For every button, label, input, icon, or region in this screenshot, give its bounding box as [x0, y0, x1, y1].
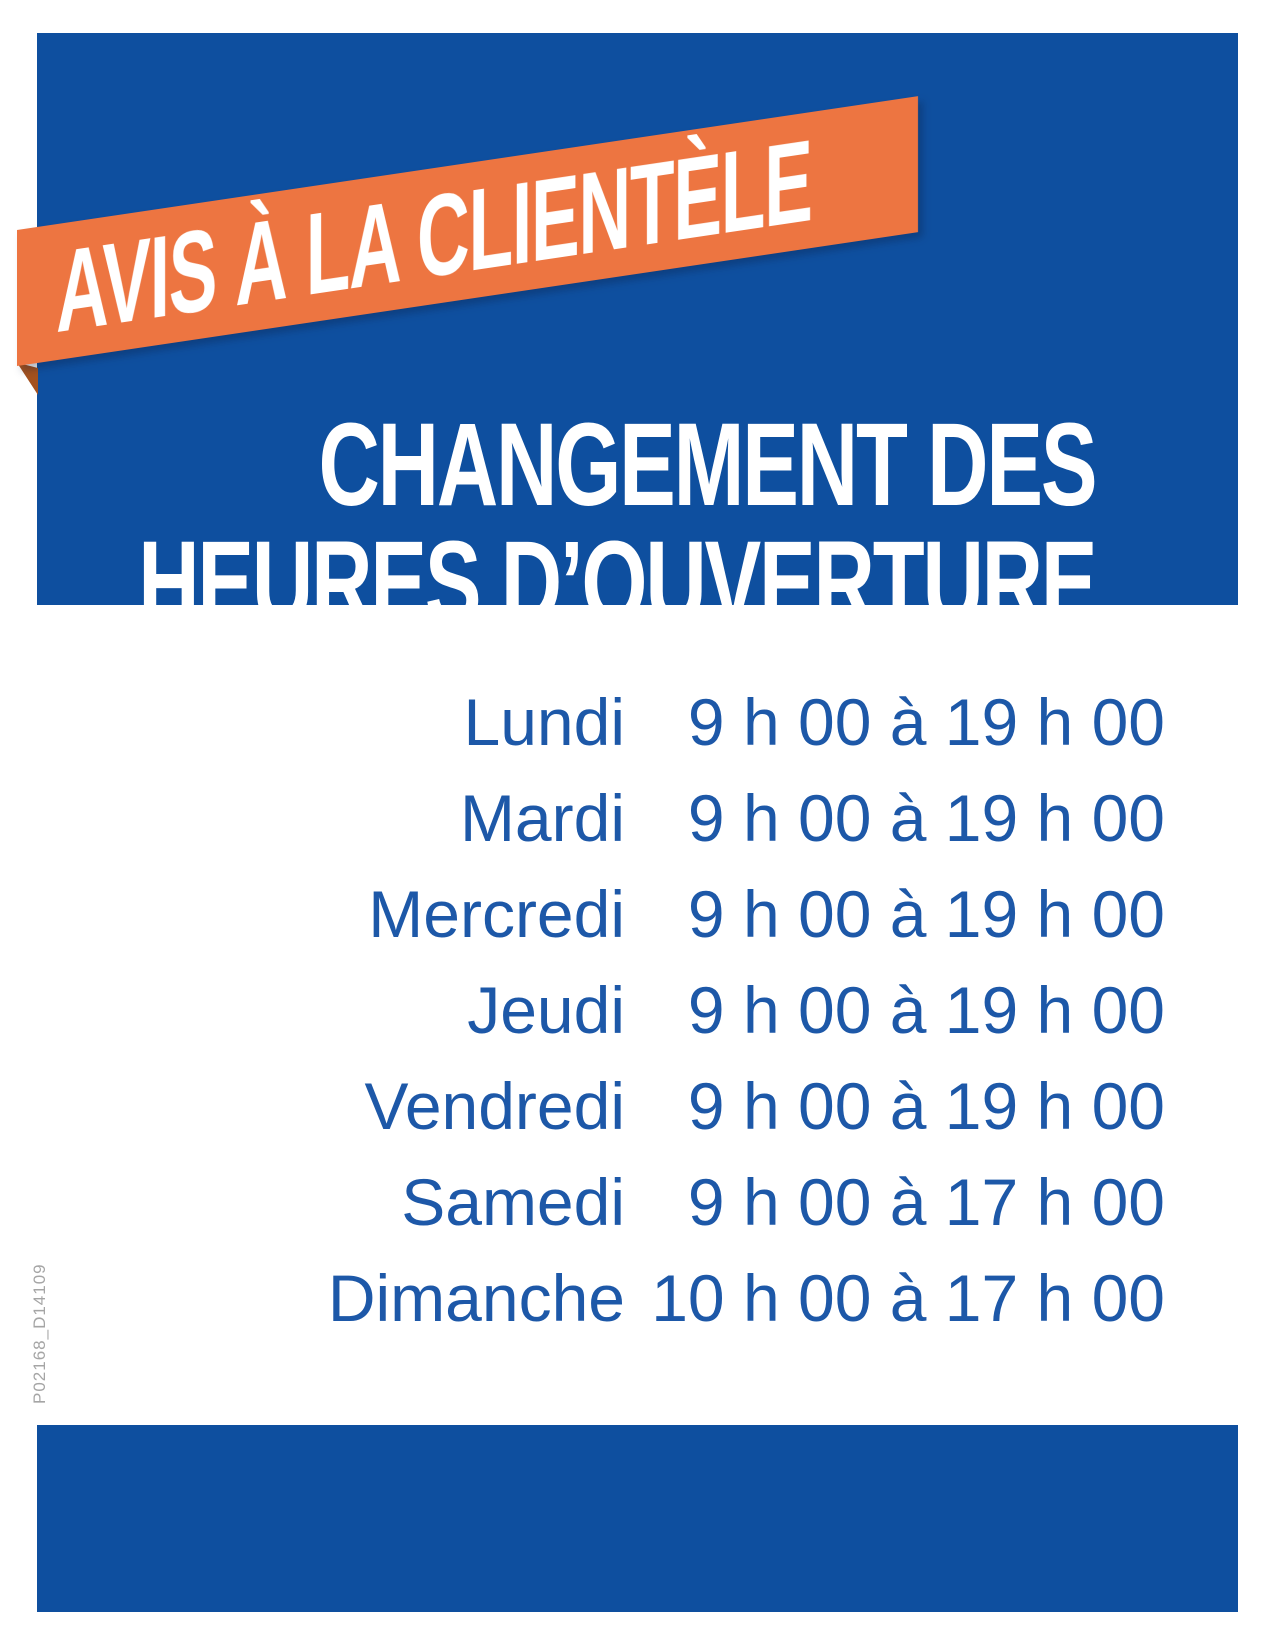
opening-hours-row: Lundi 9 h 00 à 19 h 00 — [0, 674, 1166, 770]
day-label: Vendredi — [364, 1069, 625, 1143]
opening-hours-row: Vendredi 9 h 00 à 19 h 00 — [0, 1058, 1165, 1154]
day-label: Jeudi — [467, 973, 625, 1047]
headline: CHANGEMENT DES HEURES D’OUVERTURE — [0, 399, 1097, 649]
hours-value: 9 h 00 à 19 h 00 — [687, 781, 1165, 855]
day-label: Lundi — [463, 685, 626, 759]
hours-value: 9 h 00 à 19 h 00 — [687, 973, 1165, 1047]
opening-hours-row: Dimanche 10 h 00 à 17 h 00 — [0, 1250, 1165, 1346]
day-label: Samedi — [401, 1165, 625, 1239]
banner-fold — [17, 362, 38, 395]
day-label: Mardi — [459, 781, 625, 855]
print-code: P02168_D14109 — [30, 1263, 49, 1404]
hours-value: 9 h 00 à 19 h 00 — [687, 685, 1165, 759]
headline-line-1: CHANGEMENT DES — [318, 399, 1097, 531]
hours-value: 9 h 00 à 17 h 00 — [687, 1165, 1165, 1239]
footer-panel: Daniel Choute et François-Xavier Maher 6… — [37, 1425, 1238, 1612]
opening-hours-row: Samedi 9 h 00 à 17 h 00 — [0, 1154, 1165, 1250]
opening-hours-row: Mercredi 9 h 00 à 19 h 00 — [0, 866, 1165, 962]
headline-line-2: HEURES D’OUVERTURE — [137, 517, 1097, 649]
hours-value: 9 h 00 à 19 h 00 — [687, 1069, 1165, 1143]
day-label: Mercredi — [368, 877, 625, 951]
day-label: Dimanche — [327, 1261, 625, 1335]
hours-value: 10 h 00 à 17 h 00 — [651, 1261, 1165, 1335]
opening-hours-table: Lundi 9 h 00 à 19 h 00 Mardi 9 h 00 à 19… — [0, 674, 1165, 1346]
opening-hours-row: Jeudi 9 h 00 à 19 h 00 — [0, 962, 1165, 1058]
opening-hours-row: Mardi 9 h 00 à 19 h 00 — [0, 770, 1165, 866]
hours-value: 9 h 00 à 19 h 00 — [687, 877, 1165, 951]
